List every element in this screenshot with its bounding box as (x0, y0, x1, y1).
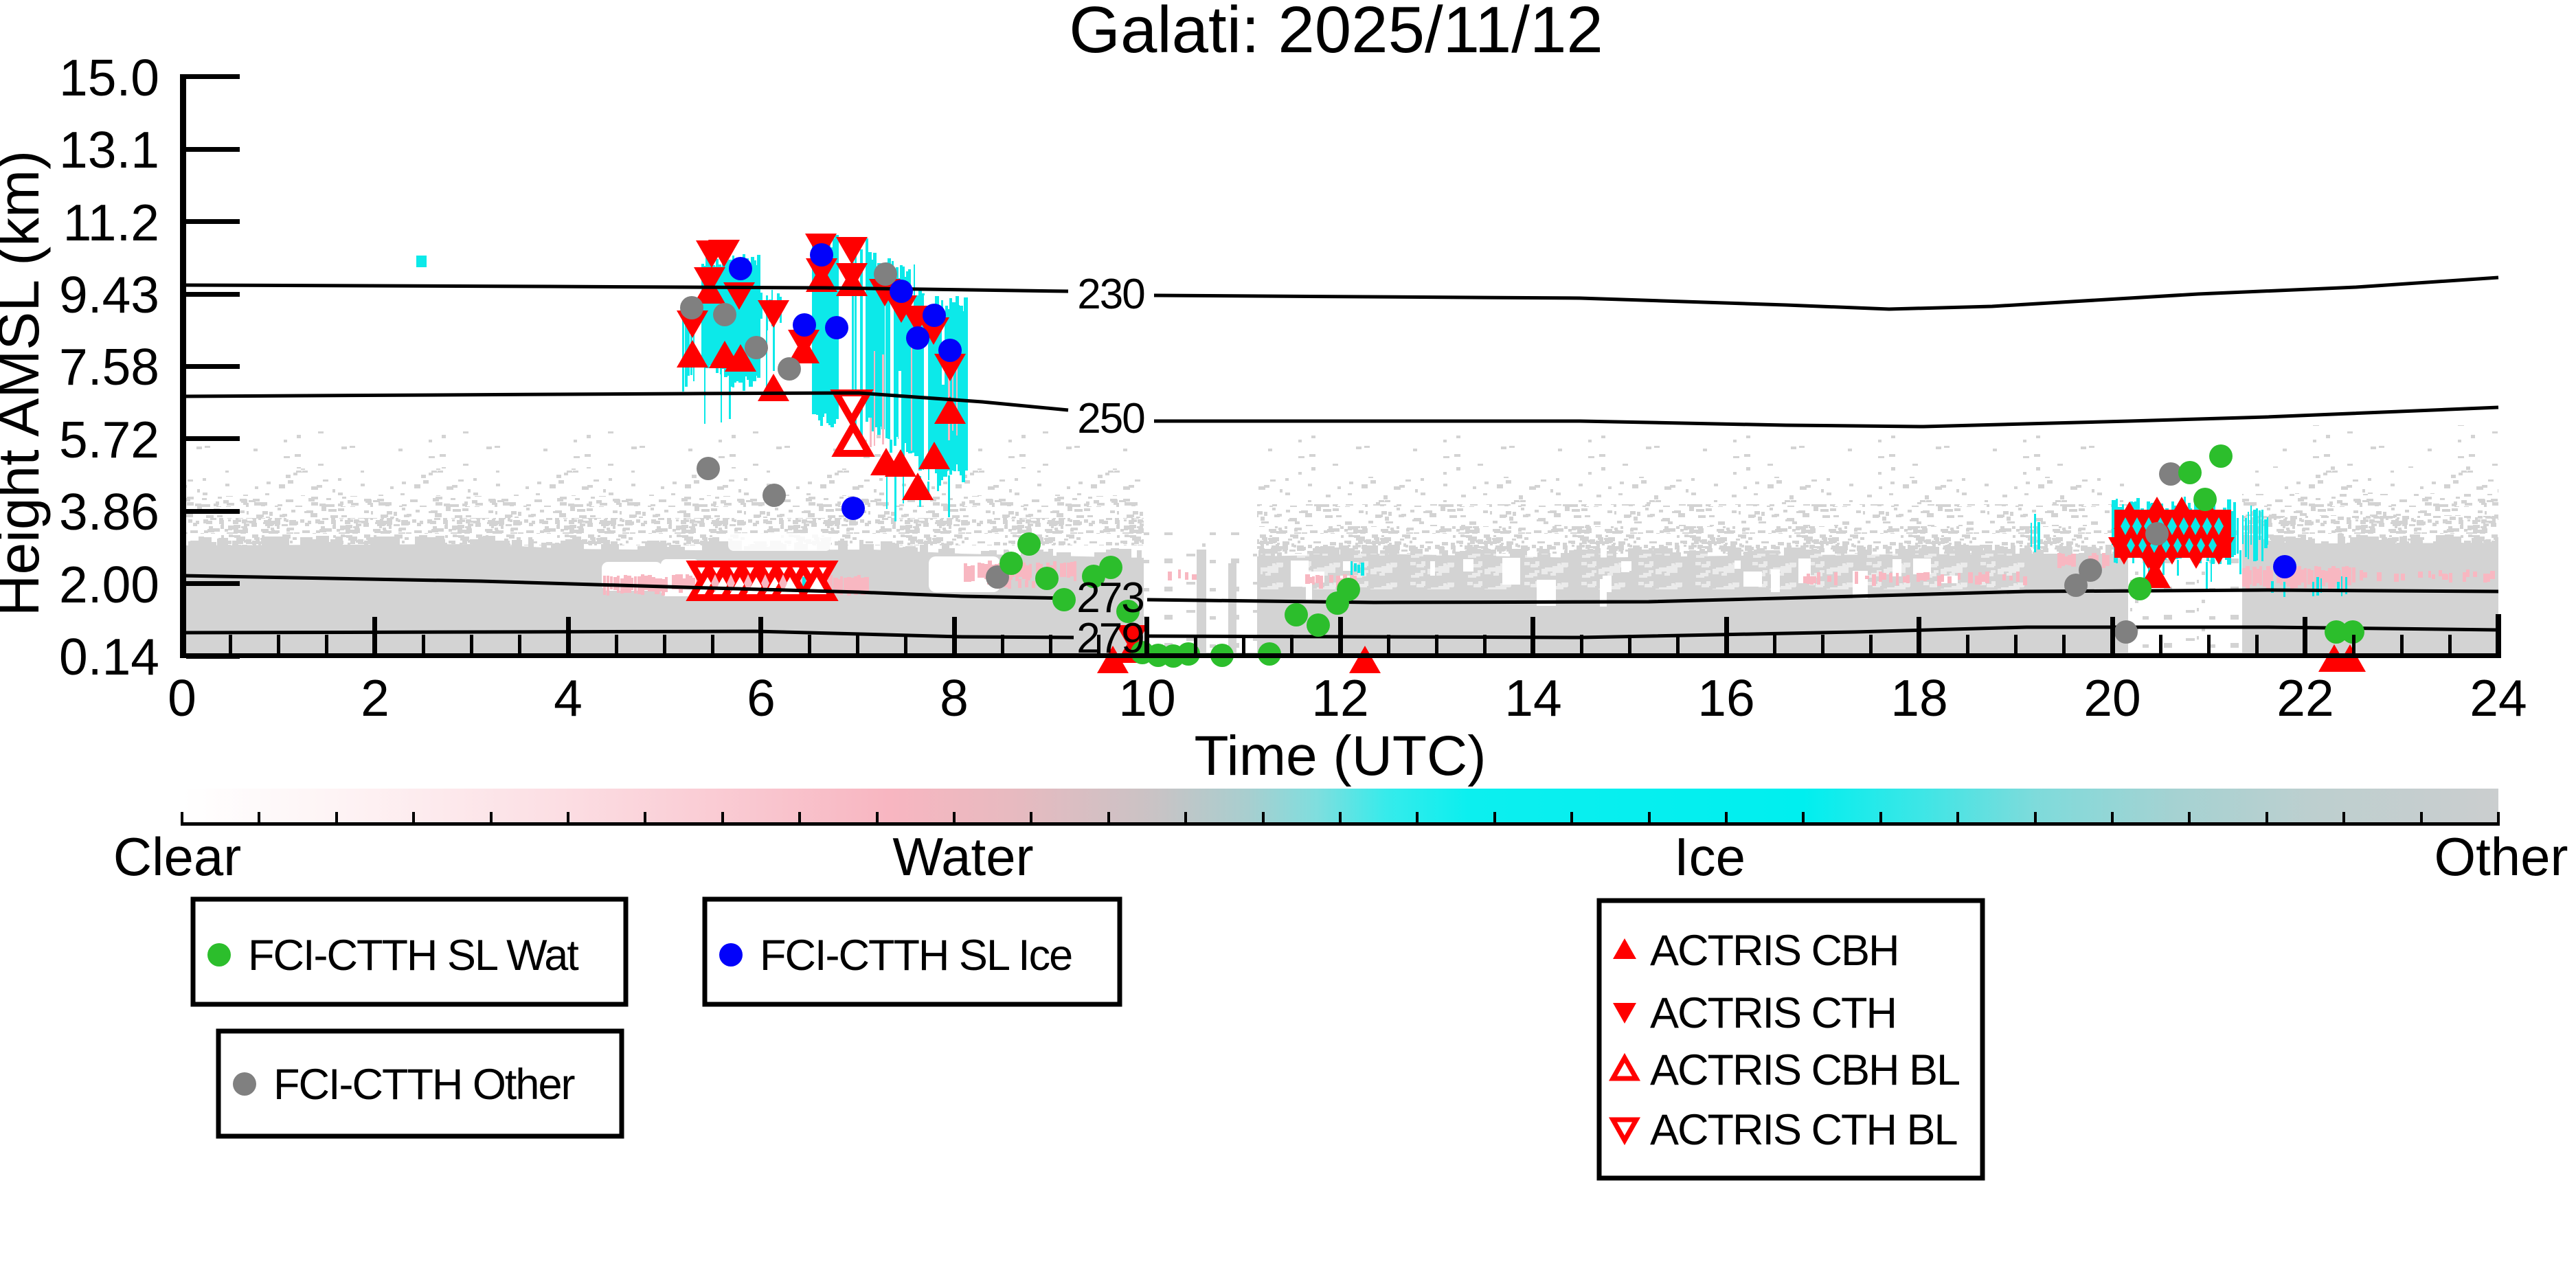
svg-text:18: 18 (1890, 669, 1947, 727)
svg-text:2: 2 (361, 669, 389, 727)
svg-text:15.0: 15.0 (59, 49, 159, 106)
svg-text:273: 273 (1076, 574, 1143, 622)
svg-text:Other: Other (2434, 826, 2568, 887)
svg-text:0.14: 0.14 (59, 628, 159, 686)
svg-text:ACTRIS CTH BL: ACTRIS CTH BL (1650, 1106, 1957, 1154)
svg-text:2.00: 2.00 (59, 556, 159, 613)
svg-text:FCI-CTTH SL Ice: FCI-CTTH SL Ice (760, 931, 1072, 980)
svg-text:Water: Water (892, 826, 1033, 887)
svg-text:Time (UTC): Time (UTC) (1194, 725, 1486, 787)
svg-text:ACTRIS CTH: ACTRIS CTH (1650, 989, 1896, 1037)
svg-text:Height AMSL (km): Height AMSL (km) (0, 150, 51, 616)
svg-text:9.43: 9.43 (59, 266, 159, 324)
svg-text:8: 8 (940, 669, 969, 727)
svg-text:0: 0 (168, 669, 196, 727)
svg-text:7.58: 7.58 (59, 338, 159, 396)
svg-text:FCI-CTTH SL Wat: FCI-CTTH SL Wat (248, 931, 579, 980)
svg-text:16: 16 (1697, 669, 1754, 727)
svg-text:Clear: Clear (113, 826, 241, 887)
svg-text:6: 6 (747, 669, 776, 727)
svg-text:250: 250 (1077, 395, 1144, 442)
svg-text:22: 22 (2276, 669, 2334, 727)
svg-text:Galati: 2025/11/12: Galati: 2025/11/12 (1069, 0, 1603, 67)
svg-text:4: 4 (554, 669, 583, 727)
svg-text:3.86: 3.86 (59, 483, 159, 541)
svg-text:10: 10 (1118, 669, 1175, 727)
svg-text:FCI-CTTH Other: FCI-CTTH Other (273, 1061, 575, 1109)
svg-text:13.1: 13.1 (59, 121, 159, 179)
svg-text:Ice: Ice (1674, 826, 1745, 887)
svg-text:ACTRIS CBH BL: ACTRIS CBH BL (1650, 1046, 1959, 1094)
svg-text:ACTRIS CBH: ACTRIS CBH (1650, 927, 1899, 975)
svg-text:14: 14 (1504, 669, 1561, 727)
svg-text:5.72: 5.72 (59, 411, 159, 468)
svg-text:12: 12 (1311, 669, 1368, 727)
svg-text:11.2: 11.2 (63, 194, 159, 251)
svg-text:24: 24 (2470, 669, 2527, 727)
svg-text:20: 20 (2083, 669, 2140, 727)
svg-text:230: 230 (1077, 271, 1144, 318)
